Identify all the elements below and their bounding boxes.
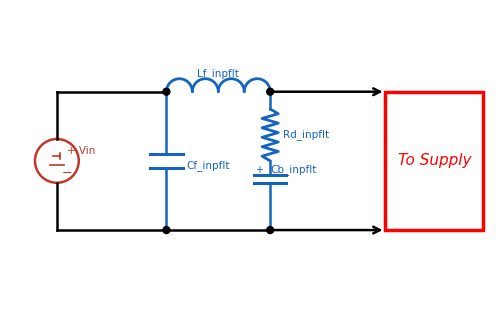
Text: −: −: [62, 167, 72, 180]
Text: Cb_inpflt: Cb_inpflt: [270, 164, 316, 175]
Text: +: +: [256, 165, 264, 174]
Bar: [386, 92, 484, 230]
Circle shape: [163, 227, 170, 234]
Circle shape: [266, 88, 274, 95]
Circle shape: [266, 227, 274, 234]
Text: Lf_inpflt: Lf_inpflt: [198, 68, 239, 79]
Text: To Supply: To Supply: [398, 153, 471, 168]
Text: Rd_inpflt: Rd_inpflt: [283, 130, 329, 140]
Text: Cf_inpflt: Cf_inpflt: [186, 160, 230, 171]
Text: + Vin: + Vin: [66, 145, 95, 155]
Circle shape: [163, 88, 170, 95]
